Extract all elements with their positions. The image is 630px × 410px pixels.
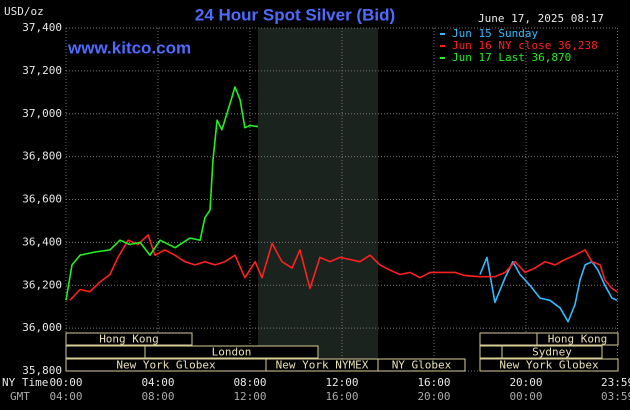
ny-row-label: NY Time [2, 376, 48, 389]
y-tick-label: 37,400 [22, 21, 62, 34]
y-tick-label: 36,000 [22, 321, 62, 334]
gmt-tick-label: 03:59 [601, 390, 630, 403]
session-label: Sydney [532, 346, 572, 359]
session-box [65, 345, 146, 359]
gmt-tick-label: 16:00 [325, 390, 358, 403]
session-box [479, 358, 619, 372]
gmt-row-label: GMT [10, 390, 30, 403]
site-label: www.kitco.com [67, 38, 191, 57]
x-tick-label: 12:00 [325, 376, 358, 389]
session-box [501, 345, 603, 359]
session-box [65, 332, 193, 346]
y-tick-label: 37,200 [22, 64, 62, 77]
x-tick-label: 20:00 [509, 376, 542, 389]
gmt-tick-label: 20:00 [417, 390, 450, 403]
session-label: Hong Kong [99, 333, 159, 346]
session-label: New York NYMEX [276, 359, 369, 372]
timestamp: June 17, 2025 08:17 [478, 12, 604, 25]
gmt-tick-label: 08:00 [141, 390, 174, 403]
series-line [479, 256, 618, 323]
session-box [479, 345, 503, 359]
series-line [65, 86, 259, 301]
session-box [144, 345, 319, 359]
x-tick-label: 23:59 [601, 376, 630, 389]
x-tick-label: 04:00 [141, 376, 174, 389]
gmt-tick-label: 00:00 [509, 390, 542, 403]
y-tick-label: 35,800 [22, 364, 62, 377]
session-box [377, 358, 466, 372]
legend-label: Jun 15 Sunday [452, 27, 538, 40]
y-tick-label: 36,400 [22, 235, 62, 248]
session-box [479, 332, 538, 346]
gmt-tick-label: 04:00 [49, 390, 82, 403]
y-tick-label: 36,200 [22, 278, 62, 291]
gmt-tick-label: 12:00 [233, 390, 266, 403]
x-tick-label: 00:00 [49, 376, 82, 389]
session-label: New York Globex [116, 359, 216, 372]
session-label: Hong Kong [548, 333, 608, 346]
y-tick-label: 37,000 [22, 107, 62, 120]
session-label: London [212, 346, 252, 359]
y-tick-label: 36,600 [22, 193, 62, 206]
series-line [69, 234, 618, 301]
legend-label: Jun 16 NY close 36,238 [452, 39, 598, 52]
y-tick-label: 36,800 [22, 150, 62, 163]
y-axis-unit: USD/oz [4, 5, 44, 18]
x-tick-label: 16:00 [417, 376, 450, 389]
session-label: New York Globex [499, 359, 599, 372]
x-tick-label: 08:00 [233, 376, 266, 389]
legend-label: Jun 17 Last 36,870 [452, 51, 571, 64]
chart-title: 24 Hour Spot Silver (Bid) [195, 5, 395, 24]
session-label: NY Globex [392, 359, 452, 372]
session-box [536, 332, 619, 346]
